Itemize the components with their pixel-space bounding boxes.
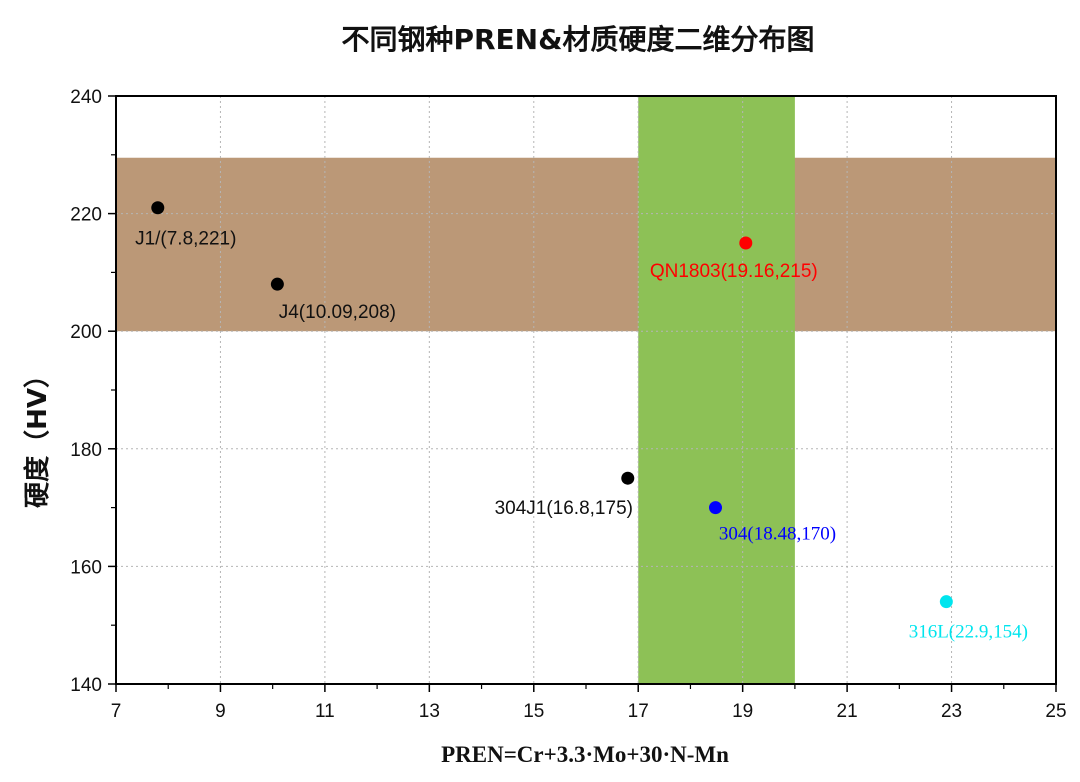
data-point bbox=[621, 471, 635, 485]
x-tick-label: 23 bbox=[941, 701, 962, 722]
band-vertical bbox=[638, 96, 795, 684]
data-point-label: QN1803(19.16,215) bbox=[650, 261, 818, 282]
x-tick-label: 7 bbox=[111, 701, 122, 722]
axes: 7 9 11 13 15 17 19 21 23 25 140 160 180 200 220 240 bbox=[70, 87, 1066, 722]
x-axis-label: PREN=Cr+3.3·Mo+30·N-Mn bbox=[441, 742, 729, 767]
highlight-bands bbox=[116, 96, 1056, 684]
data-point-label: J4(10.09,208) bbox=[279, 302, 396, 323]
data-point-label: 316L(22.9,154) bbox=[909, 622, 1028, 643]
data-point-label: J1/(7.8,221) bbox=[135, 229, 236, 250]
x-tick-label: 9 bbox=[215, 701, 226, 722]
x-tick-label: 11 bbox=[315, 701, 335, 722]
data-point bbox=[939, 595, 953, 609]
data-point-label: 304(18.48,170) bbox=[719, 524, 836, 545]
x-tick-label: 19 bbox=[732, 701, 753, 722]
band-horizontal bbox=[116, 157, 1056, 332]
data-point bbox=[709, 501, 723, 515]
y-tick-label: 200 bbox=[70, 322, 102, 343]
data-point bbox=[739, 236, 753, 250]
y-tick-label: 180 bbox=[70, 440, 102, 461]
x-tick-label: 17 bbox=[628, 701, 649, 722]
data-point bbox=[270, 277, 284, 291]
y-tick-label: 160 bbox=[70, 557, 102, 578]
data-point-label: 304J1(16.8,175) bbox=[495, 498, 633, 519]
y-tick-label: 220 bbox=[70, 205, 102, 226]
data-points: J1/(7.8,221) J4(10.09,208) QN1803(19.16,21… bbox=[135, 201, 1028, 643]
x-tick-label: 13 bbox=[419, 701, 440, 722]
y-tick-label: 240 bbox=[70, 87, 102, 108]
chart-title: 不同钢种PREN&材质硬度二维分布图 bbox=[341, 23, 814, 56]
x-tick-label: 25 bbox=[1045, 701, 1066, 722]
grid-lines bbox=[116, 96, 1056, 684]
y-tick-label: 140 bbox=[70, 675, 102, 696]
x-tick-label: 15 bbox=[523, 701, 544, 722]
x-tick-label: 21 bbox=[837, 701, 858, 722]
data-point bbox=[151, 201, 165, 215]
y-axis-label: 硬度（HV） bbox=[22, 362, 53, 508]
